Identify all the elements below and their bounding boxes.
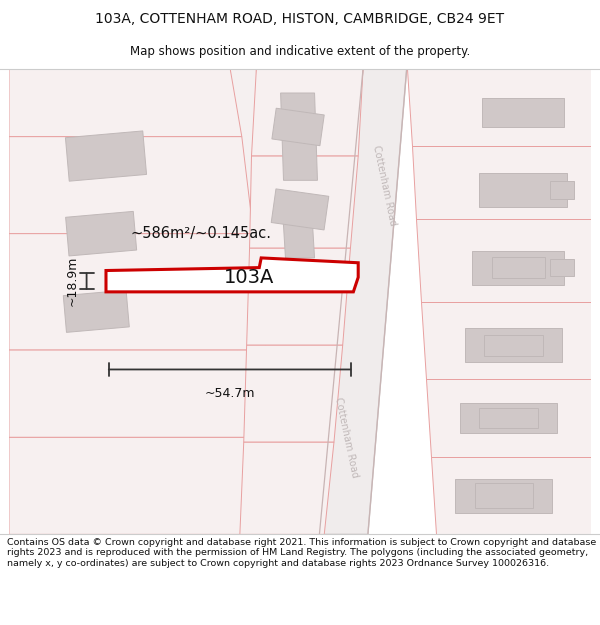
Text: Map shows position and indicative extent of the property.: Map shows position and indicative extent…	[130, 45, 470, 58]
Polygon shape	[431, 457, 591, 534]
Polygon shape	[484, 334, 542, 356]
Polygon shape	[550, 259, 574, 276]
Polygon shape	[247, 248, 350, 345]
Polygon shape	[550, 181, 574, 199]
Polygon shape	[472, 251, 565, 284]
Text: ~18.9m: ~18.9m	[66, 256, 79, 306]
Polygon shape	[421, 301, 591, 379]
Polygon shape	[65, 211, 137, 256]
Polygon shape	[244, 345, 343, 442]
Polygon shape	[271, 189, 329, 230]
Polygon shape	[251, 69, 363, 156]
Polygon shape	[106, 258, 358, 292]
Text: ~54.7m: ~54.7m	[205, 387, 255, 400]
Polygon shape	[230, 69, 271, 534]
Polygon shape	[9, 438, 295, 534]
Text: 103A, COTTENHAM ROAD, HISTON, CAMBRIDGE, CB24 9ET: 103A, COTTENHAM ROAD, HISTON, CAMBRIDGE,…	[95, 12, 505, 26]
Polygon shape	[272, 108, 324, 146]
Polygon shape	[9, 234, 266, 350]
Polygon shape	[319, 69, 407, 534]
Text: Cottenham Road: Cottenham Road	[371, 144, 398, 226]
Polygon shape	[482, 98, 565, 127]
Polygon shape	[479, 173, 567, 207]
Polygon shape	[9, 137, 253, 234]
Polygon shape	[426, 379, 591, 457]
Polygon shape	[475, 484, 533, 508]
Polygon shape	[412, 146, 591, 219]
Polygon shape	[460, 403, 557, 432]
Polygon shape	[283, 209, 314, 258]
Polygon shape	[491, 257, 545, 278]
Text: Contains OS data © Crown copyright and database right 2021. This information is : Contains OS data © Crown copyright and d…	[7, 538, 596, 568]
Polygon shape	[416, 219, 591, 301]
Polygon shape	[240, 442, 334, 534]
Polygon shape	[465, 328, 562, 362]
Polygon shape	[455, 479, 552, 512]
Text: Cottenham Road: Cottenham Road	[333, 396, 360, 479]
Text: ~586m²/~0.145ac.: ~586m²/~0.145ac.	[130, 226, 271, 241]
Text: 103A: 103A	[224, 268, 274, 287]
Polygon shape	[63, 290, 130, 332]
Polygon shape	[407, 69, 591, 146]
Polygon shape	[65, 131, 146, 181]
Polygon shape	[9, 69, 242, 137]
Polygon shape	[281, 93, 317, 180]
Polygon shape	[250, 156, 358, 248]
Polygon shape	[9, 350, 278, 438]
Polygon shape	[479, 408, 538, 428]
